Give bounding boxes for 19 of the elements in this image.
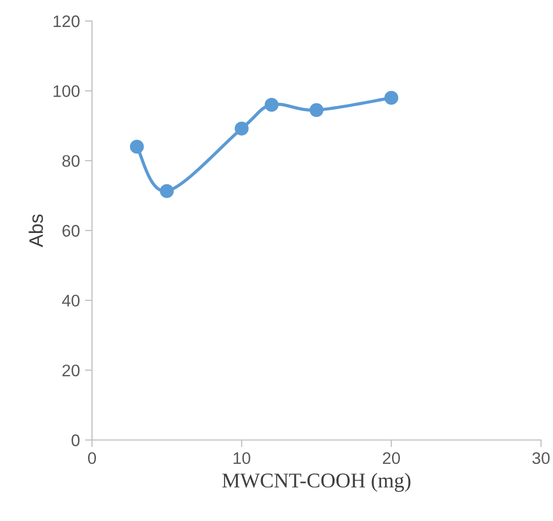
y-tick-label: 40 [62, 294, 80, 307]
y-tick-label: 80 [62, 155, 80, 167]
x-tick-label: 10 [234, 452, 250, 464]
point [310, 103, 324, 117]
y-tick-label: 20 [62, 364, 80, 376]
x-tick-label: 0 [88, 452, 96, 464]
x-axis-title: MWCNT-COOH (mg) [222, 472, 410, 492]
point [130, 140, 144, 154]
y-tick-label: 60 [62, 224, 80, 237]
point [234, 122, 249, 136]
point [384, 90, 398, 105]
point [264, 98, 279, 112]
y-tick-label: 120 [54, 15, 80, 28]
y-tick-label: 100 [54, 85, 80, 98]
y-tick-label: 0 [72, 434, 80, 446]
y-axis-title: Abs [28, 214, 43, 248]
x-tick-label: 30 [532, 452, 550, 464]
point [160, 184, 174, 198]
x-tick-label: 20 [382, 452, 400, 464]
